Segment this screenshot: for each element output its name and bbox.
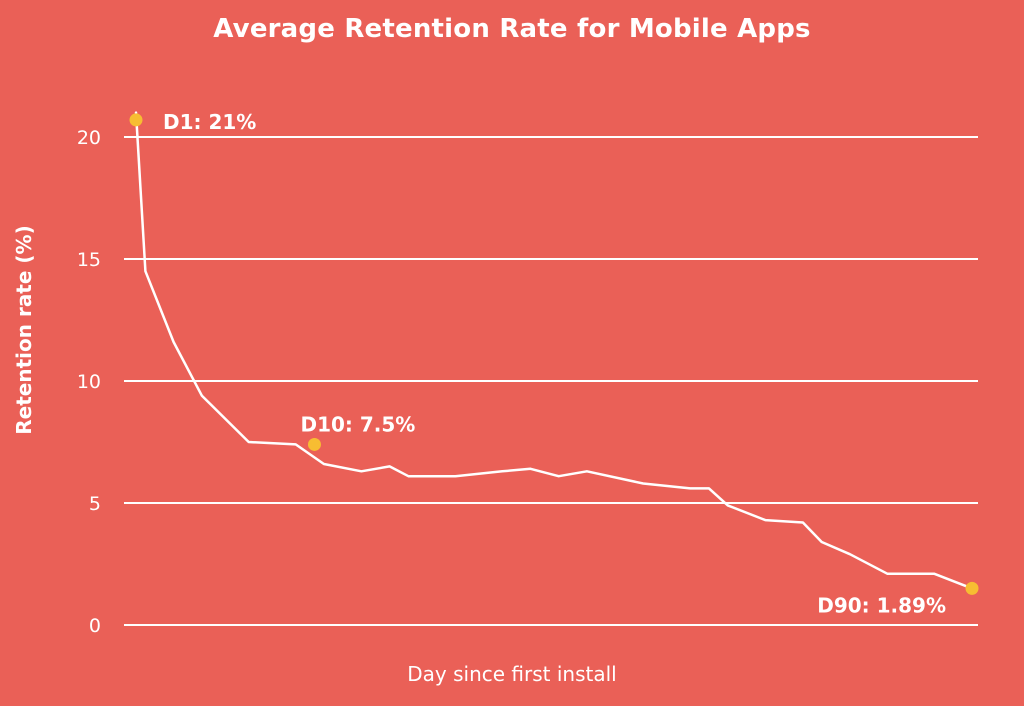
y-axis-label: Retention rate (%) [12,225,36,435]
y-tick-label-10: 10 [77,371,101,393]
data-label-1: D1: 21% [163,110,256,134]
data-label-3: D90: 1.89% [817,593,946,617]
data-point-marker-1 [129,113,143,127]
series-line [134,111,974,590]
x-axis-label: Day since first install [407,662,617,686]
data-label-2: D10: 7.5% [300,412,415,436]
y-tick-label-5: 5 [89,493,101,515]
data-point-marker-2 [307,437,321,451]
data-point-marker-3 [965,581,979,595]
y-tick-label-0: 0 [89,615,101,637]
chart-title: Average Retention Rate for Mobile Apps [213,14,811,44]
y-tick-label-15: 15 [77,249,101,271]
y-tick-label-20: 20 [77,127,101,149]
